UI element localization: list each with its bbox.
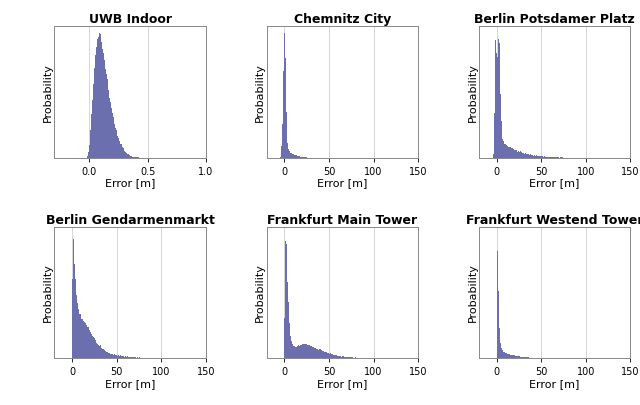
Y-axis label: Probability: Probability [467,263,477,322]
X-axis label: Error [m]: Error [m] [317,379,367,389]
X-axis label: Error [m]: Error [m] [105,379,156,389]
Title: Chemnitz City: Chemnitz City [294,13,391,26]
Title: UWB Indoor: UWB Indoor [89,13,172,26]
X-axis label: Error [m]: Error [m] [317,179,367,188]
Title: Berlin Potsdamer Platz: Berlin Potsdamer Platz [474,13,635,26]
X-axis label: Error [m]: Error [m] [529,179,580,188]
Title: Frankfurt Main Tower: Frankfurt Main Tower [268,214,417,227]
Y-axis label: Probability: Probability [255,63,265,122]
X-axis label: Error [m]: Error [m] [105,179,156,188]
Y-axis label: Probability: Probability [467,63,477,122]
Y-axis label: Probability: Probability [43,263,53,322]
Y-axis label: Probability: Probability [43,63,53,122]
Title: Berlin Gendarmenmarkt: Berlin Gendarmenmarkt [45,214,214,227]
Y-axis label: Probability: Probability [255,263,265,322]
Title: Frankfurt Westend Tower: Frankfurt Westend Tower [466,214,640,227]
X-axis label: Error [m]: Error [m] [529,379,580,389]
